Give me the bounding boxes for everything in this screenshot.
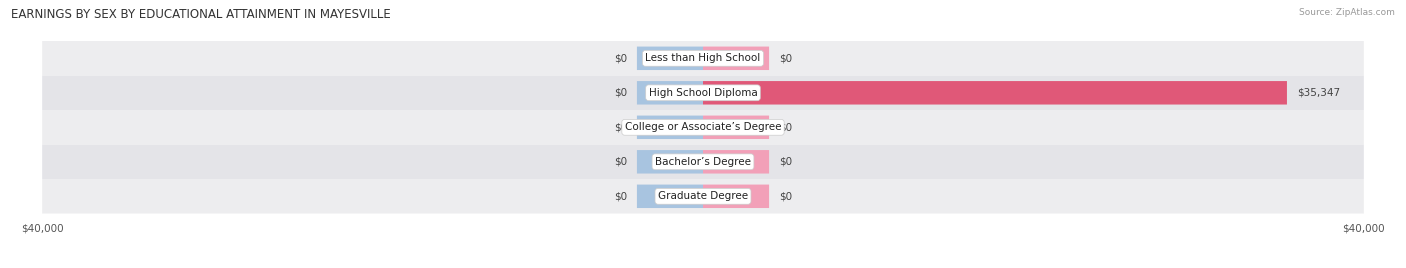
FancyBboxPatch shape (42, 41, 1364, 76)
Text: Bachelor’s Degree: Bachelor’s Degree (655, 157, 751, 167)
Text: Less than High School: Less than High School (645, 53, 761, 63)
Text: Source: ZipAtlas.com: Source: ZipAtlas.com (1299, 8, 1395, 17)
FancyBboxPatch shape (42, 179, 1364, 214)
FancyBboxPatch shape (637, 185, 703, 208)
FancyBboxPatch shape (42, 110, 1364, 144)
FancyBboxPatch shape (703, 185, 769, 208)
FancyBboxPatch shape (637, 47, 703, 70)
Text: $0: $0 (779, 157, 792, 167)
Text: $0: $0 (614, 122, 627, 132)
Text: $0: $0 (614, 157, 627, 167)
FancyBboxPatch shape (637, 116, 703, 139)
Text: High School Diploma: High School Diploma (648, 88, 758, 98)
Text: Graduate Degree: Graduate Degree (658, 191, 748, 201)
FancyBboxPatch shape (42, 76, 1364, 110)
FancyBboxPatch shape (703, 47, 769, 70)
FancyBboxPatch shape (703, 150, 769, 174)
Text: $0: $0 (614, 88, 627, 98)
Text: $0: $0 (779, 122, 792, 132)
Text: $35,347: $35,347 (1296, 88, 1340, 98)
Text: College or Associate’s Degree: College or Associate’s Degree (624, 122, 782, 132)
Text: EARNINGS BY SEX BY EDUCATIONAL ATTAINMENT IN MAYESVILLE: EARNINGS BY SEX BY EDUCATIONAL ATTAINMEN… (11, 8, 391, 21)
Text: $0: $0 (614, 53, 627, 63)
FancyBboxPatch shape (637, 150, 703, 174)
FancyBboxPatch shape (703, 116, 769, 139)
FancyBboxPatch shape (42, 144, 1364, 179)
FancyBboxPatch shape (637, 81, 703, 105)
Text: $0: $0 (779, 53, 792, 63)
FancyBboxPatch shape (703, 81, 1286, 105)
Text: $0: $0 (779, 191, 792, 201)
Text: $0: $0 (614, 191, 627, 201)
